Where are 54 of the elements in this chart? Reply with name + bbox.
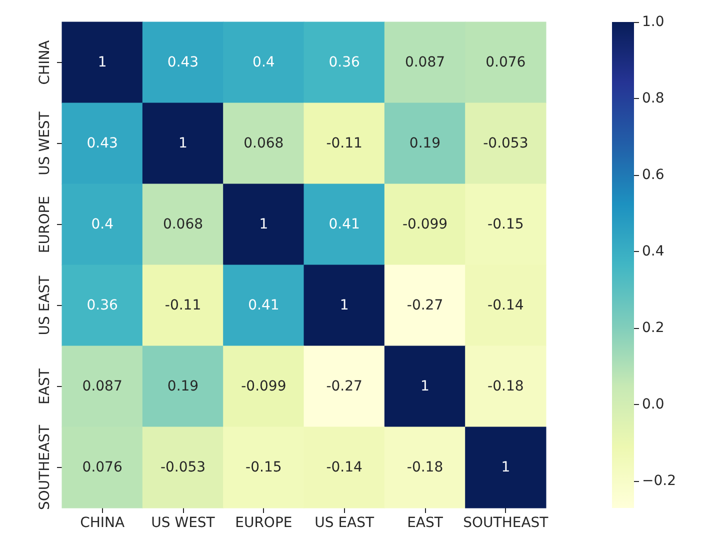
data-label: 1 xyxy=(420,378,430,394)
data-label: 1 xyxy=(501,460,510,476)
data-label: 0.19 xyxy=(409,136,441,152)
data-label: -0.14 xyxy=(488,298,524,314)
x-tick-label: EUROPE xyxy=(235,515,292,531)
color-bar-label: −0.2 xyxy=(642,473,676,490)
color-bar-label: 0.2 xyxy=(642,320,664,336)
x-tick-label: CHINA xyxy=(80,515,125,531)
data-label: -0.15 xyxy=(488,216,524,232)
data-label: -0.27 xyxy=(406,298,444,314)
data-label: 0.087 xyxy=(82,378,122,394)
data-label: -0.15 xyxy=(246,460,282,476)
data-label: 0.43 xyxy=(86,136,118,152)
data-label: -0.18 xyxy=(488,378,524,394)
x-tick-label: SOUTHEAST xyxy=(463,515,549,531)
data-label: 0.43 xyxy=(167,54,199,70)
data-label: -0.14 xyxy=(326,460,363,476)
data-label: 0.076 xyxy=(82,460,122,476)
color-bar-label: 0.8 xyxy=(642,90,664,107)
data-label: 0.087 xyxy=(404,54,446,70)
y-tick-label: US WEST xyxy=(37,111,53,176)
data-label: -0.18 xyxy=(406,460,444,476)
color-bar-label: 0.0 xyxy=(642,396,664,413)
data-label: -0.27 xyxy=(326,378,362,394)
data-label: -0.053 xyxy=(483,136,528,152)
data-label: 0.41 xyxy=(328,216,360,232)
data-label: -0.053 xyxy=(160,460,206,476)
data-label: 0.4 xyxy=(252,54,275,70)
data-label: 1 xyxy=(340,298,349,314)
data-label: 1 xyxy=(259,216,268,232)
color-bar-label: 0.6 xyxy=(642,167,664,184)
data-label: 0.36 xyxy=(86,298,118,314)
data-label: 0.068 xyxy=(244,136,284,152)
data-label: -0.099 xyxy=(402,216,448,232)
data-label: 0.36 xyxy=(328,54,360,70)
data-label: 0.41 xyxy=(248,298,280,314)
data-label: 0.076 xyxy=(486,54,526,70)
color-bar-label: 0.4 xyxy=(642,244,664,260)
data-label: -0.11 xyxy=(326,136,362,152)
data-label: 0.19 xyxy=(167,378,199,394)
y-tick-label: CHINA xyxy=(37,40,53,85)
data-label: 1 xyxy=(98,54,107,70)
data-label: 0.068 xyxy=(162,216,204,232)
y-tick-label: EAST xyxy=(37,368,53,404)
y-tick-label: EUROPE xyxy=(37,196,53,254)
x-tick-label: US EAST xyxy=(314,515,374,531)
data-label: 0.4 xyxy=(91,216,114,232)
data-label: -0.099 xyxy=(241,378,286,394)
x-tick-label: EAST xyxy=(407,515,444,531)
color-bar-label: 1.0 xyxy=(642,14,664,30)
data-label: 1 xyxy=(178,136,188,152)
y-tick-label: US EAST xyxy=(37,275,53,336)
data-label: -0.11 xyxy=(164,298,202,314)
x-tick-label: US WEST xyxy=(151,515,216,531)
